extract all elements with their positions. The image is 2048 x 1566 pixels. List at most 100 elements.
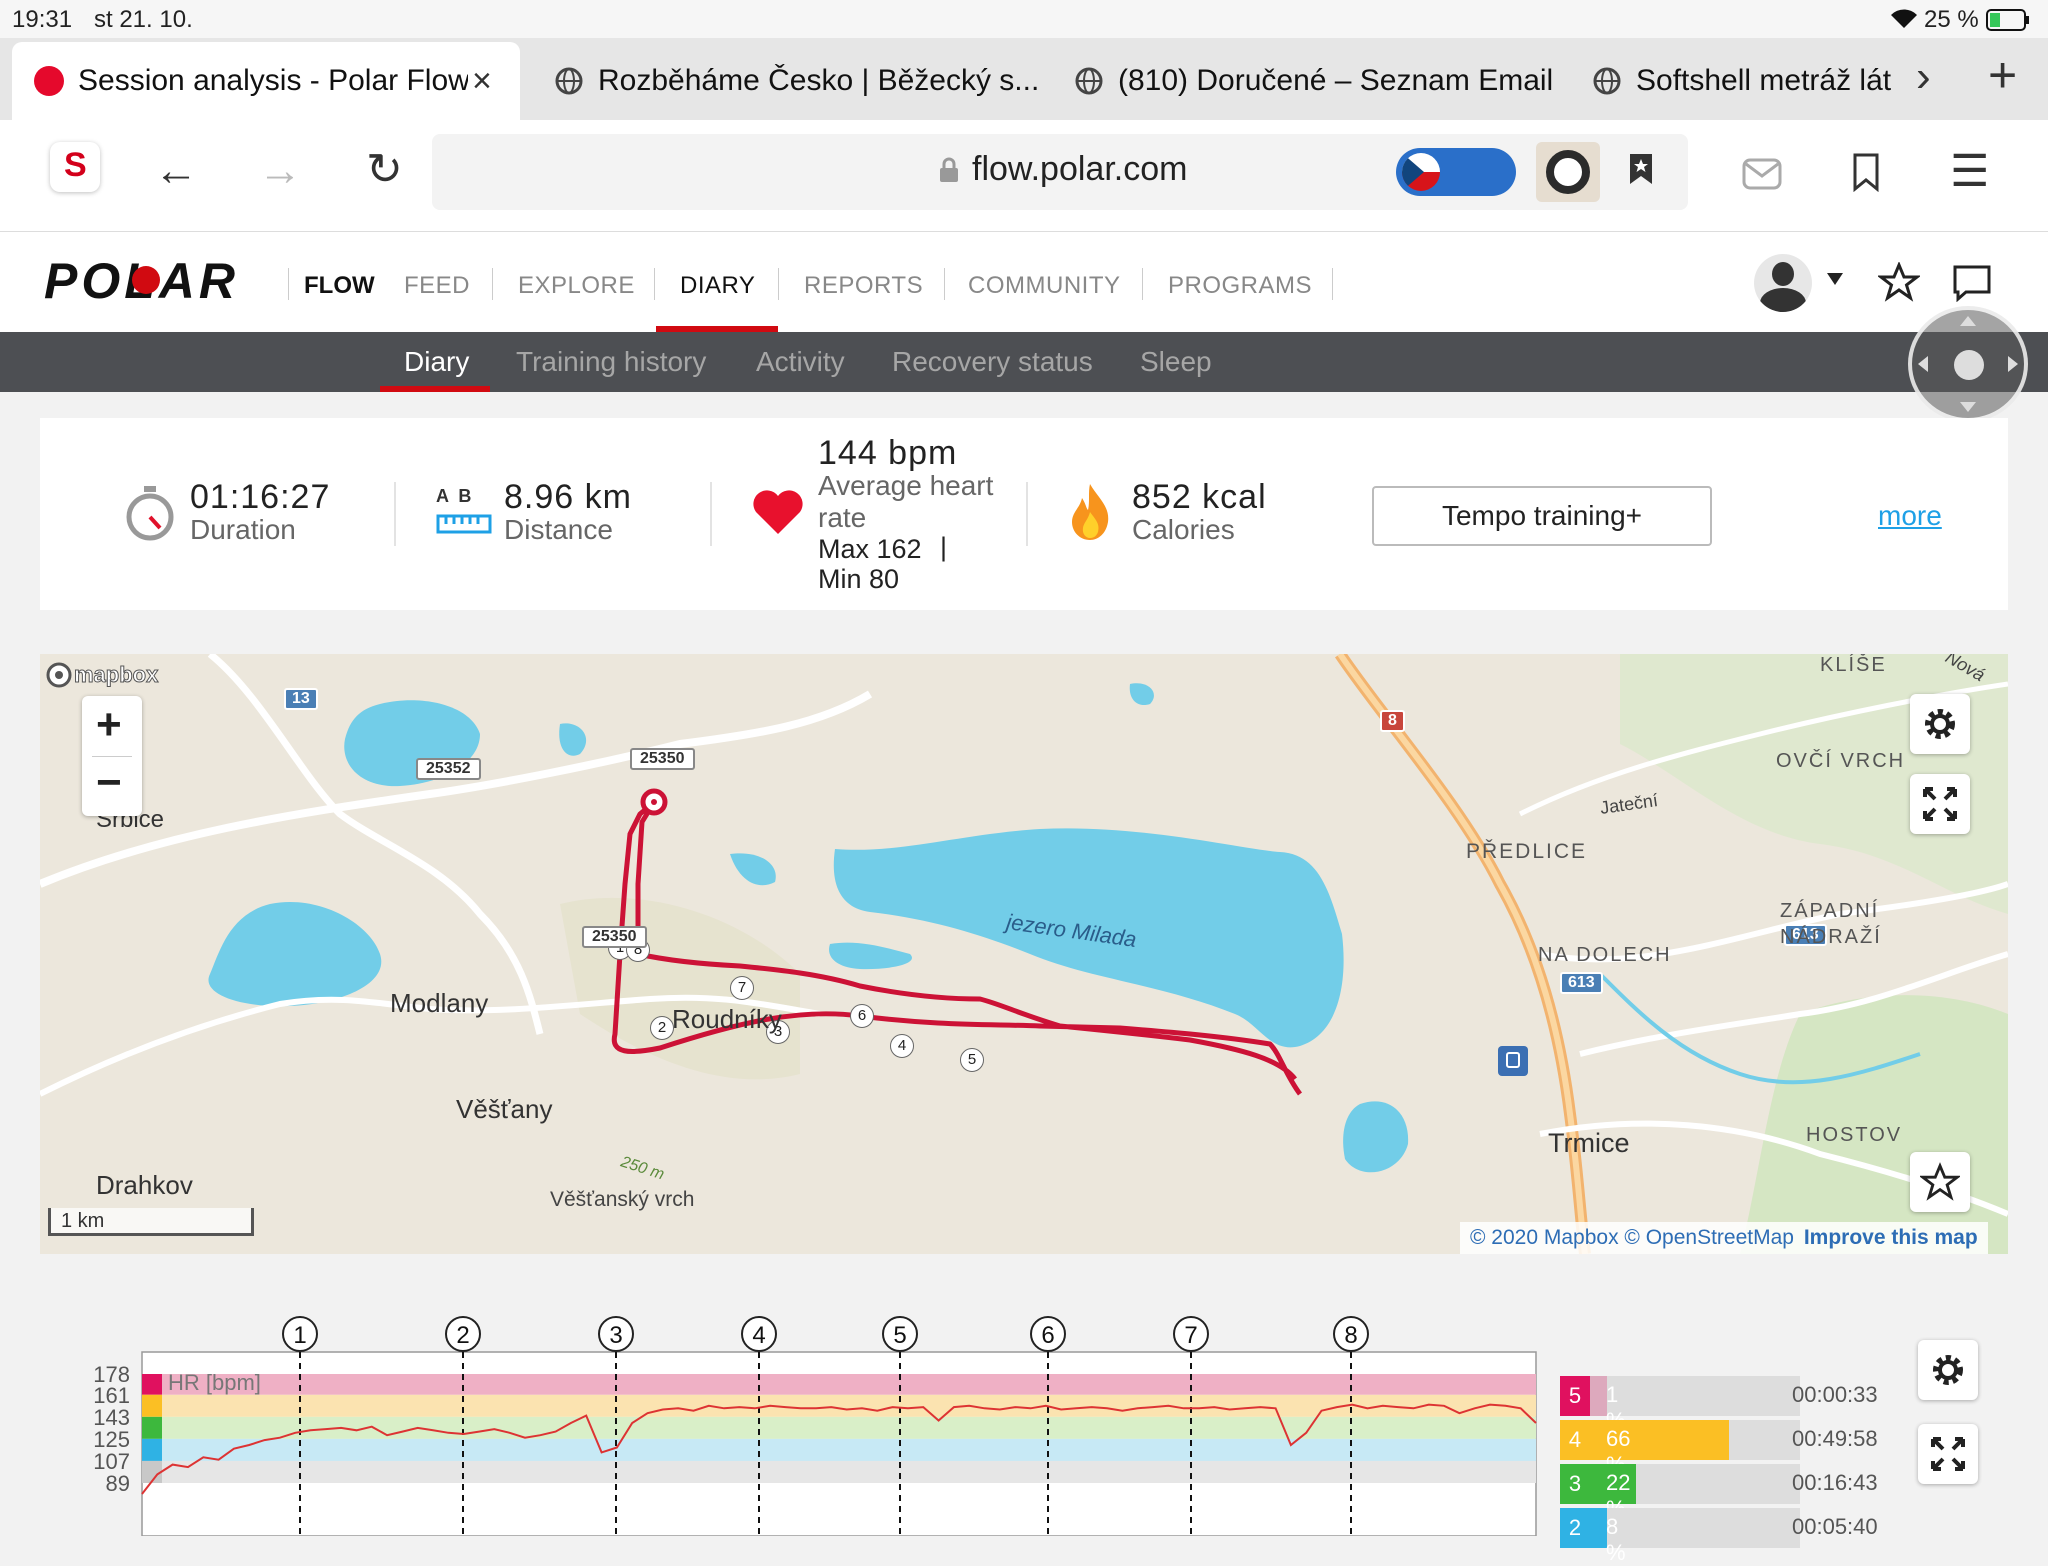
- map-label-town: Roudníky: [672, 1004, 782, 1034]
- hr-zone-band: [142, 1416, 1536, 1439]
- lap-marker-label: 4: [752, 1322, 765, 1349]
- mapbox-logo[interactable]: mapbox: [46, 662, 159, 688]
- map-label-town: Trmice: [1548, 1128, 1630, 1158]
- url-field[interactable]: flow.polar.com: [432, 134, 1688, 210]
- road-shield: 8: [1380, 710, 1405, 732]
- lap-marker-label: 8: [1344, 1322, 1357, 1349]
- sport-profile-button[interactable]: Tempo training+: [1372, 486, 1712, 546]
- hr-label-line1: Average heart: [818, 470, 994, 501]
- map-scale: 1 km: [48, 1208, 254, 1236]
- lap-marker[interactable]: 6: [850, 1004, 874, 1028]
- map-settings-button[interactable]: [1910, 694, 1970, 754]
- nav-diary[interactable]: DIARY: [680, 272, 756, 299]
- map-favorite-button[interactable]: [1910, 1152, 1970, 1212]
- zone-number: 5: [1560, 1376, 1590, 1416]
- zone-bar-track: [1590, 1376, 1800, 1416]
- message-icon[interactable]: [1952, 264, 1992, 307]
- address-bar: S ← → ↻ flow.polar.com ☰: [0, 120, 2048, 232]
- map-label-district: OVČÍ VRCH: [1776, 750, 1906, 772]
- session-summary: 01:16:27 Duration A B 8.96 km Distance 1…: [40, 418, 2008, 610]
- scroll-joystick[interactable]: [1908, 306, 2028, 422]
- chart-fullscreen-button[interactable]: [1918, 1424, 1978, 1484]
- subnav-recovery-status[interactable]: Recovery status: [892, 346, 1093, 377]
- tab-seznam-email[interactable]: (810) Doručené – Seznam Email: [1052, 42, 1560, 120]
- bookmark-add-icon[interactable]: [1628, 152, 1654, 191]
- zoom-out-button[interactable]: −: [96, 758, 122, 807]
- subnav-sleep[interactable]: Sleep: [1140, 346, 1212, 377]
- road-shield: 613: [1784, 924, 1827, 946]
- map-label-town: Modlany: [390, 988, 489, 1018]
- tab-rozbehame[interactable]: Rozběháme Česko | Běžecký s...: [532, 42, 1040, 120]
- map-label-district: PŘEDLICE: [1466, 840, 1588, 863]
- hr-zone-indicator: [142, 1374, 162, 1395]
- polar-logo-dot: [132, 266, 160, 294]
- improve-map-link[interactable]: Improve this map: [1803, 1226, 1978, 1249]
- route-map[interactable]: 1 8 2 3 4 5 6 7 13 25352 25350 25350 8 6…: [40, 654, 2008, 1254]
- lap-marker[interactable]: 5: [960, 1048, 984, 1072]
- y-tick-label: 107: [93, 1449, 130, 1474]
- subnav-activity[interactable]: Activity: [756, 346, 845, 377]
- dog-avatar-icon[interactable]: [1536, 142, 1600, 202]
- gear-icon: [1933, 1355, 1963, 1385]
- tab-softshell[interactable]: Softshell metráž lát: [1570, 42, 1900, 120]
- seznam-logo-icon[interactable]: S: [50, 142, 100, 192]
- nav-community[interactable]: COMMUNITY: [968, 272, 1121, 299]
- map-fullscreen-button[interactable]: [1910, 774, 1970, 834]
- lap-marker[interactable]: 7: [730, 976, 754, 1000]
- hr-zone-band: [142, 1394, 1536, 1417]
- hr-max-divider: |: [940, 532, 948, 562]
- nav-programs[interactable]: PROGRAMS: [1168, 272, 1313, 299]
- tab-label: Session analysis - Polar Flow: [78, 64, 468, 97]
- back-button[interactable]: ←: [154, 146, 198, 195]
- star-icon: [1920, 1162, 1960, 1201]
- globe-icon: [1074, 66, 1104, 96]
- map-label-peak: Věšťanský vrch: [550, 1188, 695, 1211]
- expand-icon: [1923, 787, 1957, 821]
- nav-feed[interactable]: FEED: [404, 272, 471, 299]
- lap-marker[interactable]: 2: [650, 1016, 674, 1040]
- menu-icon[interactable]: ☰: [1950, 147, 1990, 196]
- more-tabs-icon[interactable]: ›: [1916, 52, 1931, 101]
- lap-marker[interactable]: 3: [766, 1020, 790, 1044]
- forward-button[interactable]: →: [258, 146, 302, 195]
- more-link[interactable]: more: [1878, 500, 1942, 531]
- copyright-link[interactable]: © 2020 Mapbox © OpenStreetMap: [1470, 1226, 1794, 1249]
- lap-marker-circle: [1173, 1316, 1209, 1352]
- road-shield: 25352: [416, 758, 481, 780]
- tab-session-analysis[interactable]: Session analysis - Polar Flow ×: [12, 42, 520, 120]
- road-shield: 25350: [582, 926, 647, 948]
- nav-reports[interactable]: REPORTS: [804, 272, 924, 299]
- chevron-down-icon[interactable]: [1826, 272, 1844, 291]
- close-tab-icon[interactable]: ×: [472, 61, 492, 100]
- polar-header: POLAR FLOW FEED EXPLORE DIARY REPORTS CO…: [0, 232, 2048, 332]
- subnav-training-history[interactable]: Training history: [516, 346, 707, 377]
- nav-explore[interactable]: EXPLORE: [518, 272, 635, 299]
- ruler-icon: [436, 514, 492, 539]
- zone-time: 00:16:43: [1792, 1470, 1878, 1495]
- chart-settings-button[interactable]: [1918, 1340, 1978, 1400]
- reload-button[interactable]: ↻: [366, 145, 403, 194]
- star-icon[interactable]: [1876, 261, 1922, 307]
- globe-icon: [554, 66, 584, 96]
- tab-bar: Session analysis - Polar Flow × Rozběhám…: [0, 38, 2048, 120]
- zone-number: 4: [1560, 1420, 1590, 1460]
- hr-zone-indicator: [142, 1416, 162, 1439]
- zone-time: 00:49:58: [1792, 1426, 1878, 1451]
- flow-label: FLOW: [304, 272, 375, 299]
- mail-icon[interactable]: [1742, 156, 1782, 197]
- bookmarks-icon[interactable]: [1852, 152, 1880, 197]
- zoom-in-button[interactable]: +: [96, 700, 122, 749]
- new-tab-button[interactable]: +: [1988, 47, 2018, 103]
- y-tick-label: 89: [106, 1471, 130, 1496]
- tab-label: Softshell metráž lát: [1636, 64, 1892, 97]
- lap-marker-circle: [1030, 1316, 1066, 1352]
- road-shield: 13: [284, 688, 318, 710]
- avatar[interactable]: [1754, 254, 1812, 312]
- lap-marker-label: 7: [1184, 1322, 1197, 1349]
- mapbox-icon: [46, 662, 72, 688]
- subnav-diary[interactable]: Diary: [404, 346, 470, 377]
- lap-marker-label: 1: [293, 1322, 306, 1349]
- lap-marker[interactable]: 4: [890, 1034, 914, 1058]
- language-toggle[interactable]: [1396, 148, 1516, 196]
